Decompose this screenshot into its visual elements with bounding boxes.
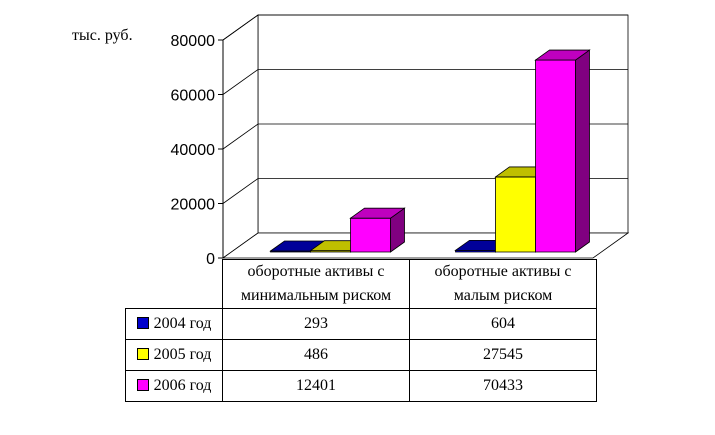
series-name-2004: 2004 год: [153, 315, 212, 332]
data-table-row: 2006 год 12401 70433: [125, 370, 597, 402]
y-axis-unit-label: тыс. руб.: [72, 27, 133, 44]
legend-swatch-2004: [136, 317, 149, 329]
gridline: [222, 69, 628, 95]
bar-top: [349, 207, 406, 219]
legend-entry-2004: 2004 год: [125, 308, 223, 340]
gridline: [222, 14, 628, 41]
cell-2006-min-risk: 12401: [222, 370, 410, 402]
cell-2004-low-risk: 604: [409, 308, 597, 340]
legend-swatch-2006: [136, 379, 149, 391]
category-header-2-line-1: оборотные активы с: [434, 263, 572, 280]
cell-2004-min-risk: 293: [222, 308, 410, 340]
cell-2005-min-risk: 486: [222, 339, 410, 371]
legend-entry-2006: 2006 год: [125, 370, 223, 402]
bar-side: [575, 49, 590, 253]
series-name-2006: 2006 год: [153, 377, 212, 394]
legend-entry-2005: 2005 год: [125, 339, 223, 371]
bar-front: [535, 59, 576, 253]
data-table-row: 2004 год 293 604: [125, 308, 597, 340]
category-header-1-line-2: минимальным риском: [240, 287, 392, 304]
gridline: [222, 123, 628, 150]
data-table-row: 2005 год 486 27545: [125, 339, 597, 371]
data-table: оборотные активы с минимальным риском об…: [125, 259, 597, 402]
category-header-2-line-2: малым риском: [453, 287, 553, 304]
y-tick-label: 20000: [171, 197, 216, 214]
category-header-1-line-1: оборотные активы с: [247, 263, 385, 280]
cell-2006-low-risk: 70433: [409, 370, 597, 402]
category-header-2: оборотные активы с малым риском: [409, 259, 597, 309]
bar-top: [534, 49, 591, 61]
y-tick-label: 60000: [171, 88, 216, 105]
data-table-corner: [125, 259, 223, 309]
bar-front: [495, 176, 536, 253]
category-header-1: оборотные активы с минимальным риском: [222, 259, 410, 309]
legend-swatch-2005: [136, 348, 149, 360]
y-tick-label: 40000: [171, 142, 216, 159]
cell-2005-low-risk: 27545: [409, 339, 597, 371]
series-name-2005: 2005 год: [153, 346, 212, 363]
bar-front: [350, 217, 391, 253]
y-tick-label: 80000: [171, 33, 216, 50]
data-table-header-row: оборотные активы с минимальным риском об…: [125, 259, 597, 309]
